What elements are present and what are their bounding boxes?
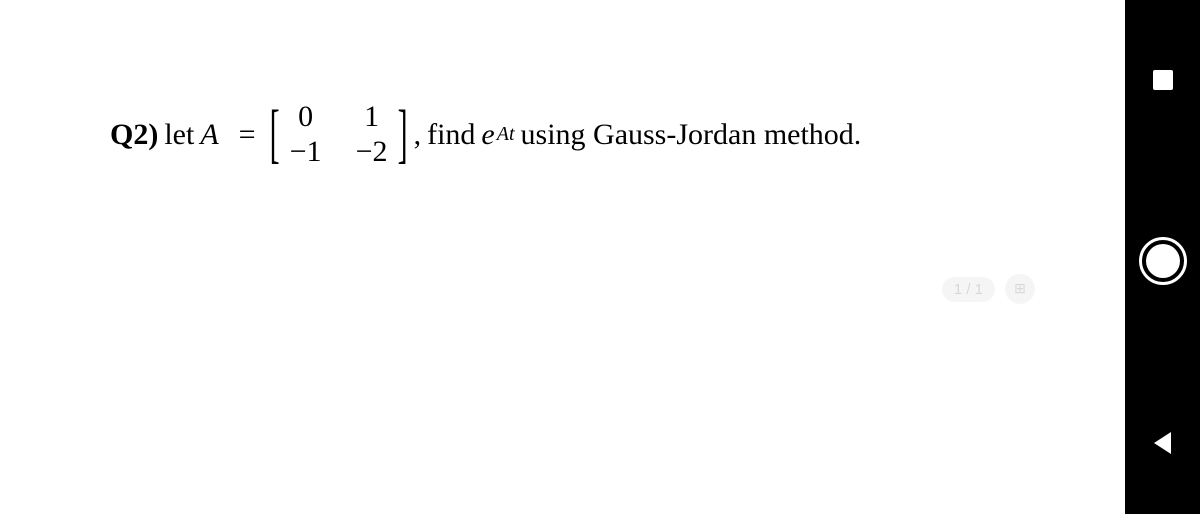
back-icon[interactable] [1154, 432, 1171, 454]
document-page: Q2) let A = [ 0 1 −1 −2 ] , find eAt usi… [0, 0, 1125, 514]
shutter-button[interactable] [1139, 237, 1187, 285]
text-trail: using Gauss-Jordan method. [521, 118, 862, 152]
camera-sidebar [1125, 0, 1200, 514]
matrix-cell: 0 [288, 100, 324, 135]
right-bracket-icon: ] [396, 102, 410, 168]
text-find: find [427, 118, 475, 152]
matrix-cell: −2 [354, 135, 390, 170]
page-counter-pill[interactable]: 1 / 1 [942, 277, 995, 302]
matrix-cell: 1 [354, 100, 390, 135]
comma: , [414, 118, 422, 152]
matrix-cell: −1 [288, 135, 324, 170]
exponent-At: At [497, 123, 515, 146]
matrix-row-1: −1 −2 [288, 135, 390, 170]
grid-icon[interactable]: ⊞ [1005, 274, 1035, 304]
variable-A: A [200, 118, 218, 152]
question-line: Q2) let A = [ 0 1 −1 −2 ] , find eAt usi… [110, 100, 1085, 169]
question-label: Q2) [110, 118, 158, 152]
equals-sign: = [239, 118, 256, 152]
matrix-A: [ 0 1 −1 −2 ] [268, 100, 410, 169]
e-symbol: e [481, 118, 494, 152]
stop-icon[interactable] [1153, 70, 1173, 90]
grid-glyph: ⊞ [1014, 281, 1026, 298]
matrix-row-0: 0 1 [288, 100, 390, 135]
left-bracket-icon: [ [268, 102, 282, 168]
shutter-inner-icon [1146, 244, 1180, 278]
matrix-rows: 0 1 −1 −2 [282, 100, 396, 169]
page-overlay: 1 / 1 ⊞ [942, 274, 1035, 304]
let-text: let [164, 118, 194, 152]
